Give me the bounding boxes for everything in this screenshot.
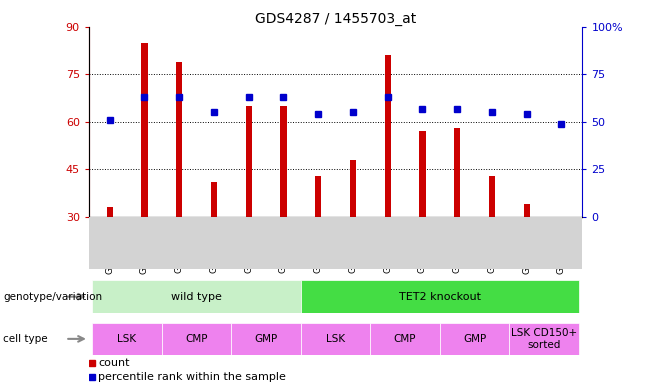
Bar bbox=[454, 128, 461, 217]
Bar bbox=[211, 182, 217, 217]
Text: LSK CD150+
sorted: LSK CD150+ sorted bbox=[511, 328, 577, 350]
Text: CMP: CMP bbox=[186, 334, 208, 344]
Bar bbox=[92, 323, 162, 355]
Bar bbox=[315, 176, 321, 217]
Text: GDS4287 / 1455703_at: GDS4287 / 1455703_at bbox=[255, 12, 417, 25]
Bar bbox=[141, 43, 147, 217]
Bar bbox=[301, 280, 579, 313]
Bar bbox=[176, 62, 182, 217]
Text: GSM686830: GSM686830 bbox=[522, 218, 531, 273]
Bar bbox=[509, 323, 579, 355]
Bar bbox=[419, 131, 426, 217]
Bar bbox=[489, 176, 495, 217]
Text: GSM686825: GSM686825 bbox=[418, 218, 427, 273]
Text: GSM686828: GSM686828 bbox=[453, 218, 462, 273]
Text: GSM686827: GSM686827 bbox=[279, 218, 288, 273]
Bar bbox=[301, 323, 370, 355]
Text: GSM686823: GSM686823 bbox=[209, 218, 218, 273]
Text: GMP: GMP bbox=[255, 334, 278, 344]
Bar bbox=[350, 160, 356, 217]
Bar bbox=[440, 323, 509, 355]
Text: GSM686824: GSM686824 bbox=[383, 218, 392, 273]
Bar bbox=[162, 323, 232, 355]
Bar bbox=[384, 55, 391, 217]
Bar bbox=[280, 106, 287, 217]
Text: GSM686826: GSM686826 bbox=[244, 218, 253, 273]
Text: genotype/variation: genotype/variation bbox=[3, 291, 103, 302]
Bar bbox=[92, 280, 301, 313]
Text: GSM686821: GSM686821 bbox=[349, 218, 357, 273]
Text: GSM686820: GSM686820 bbox=[314, 218, 322, 273]
Text: GSM686819: GSM686819 bbox=[140, 218, 149, 273]
Text: percentile rank within the sample: percentile rank within the sample bbox=[98, 372, 286, 382]
Text: cell type: cell type bbox=[3, 334, 48, 344]
Bar bbox=[245, 106, 252, 217]
Text: GSM686818: GSM686818 bbox=[105, 218, 114, 273]
Text: GSM686822: GSM686822 bbox=[174, 218, 184, 273]
Text: TET2 knockout: TET2 knockout bbox=[399, 291, 481, 302]
Bar bbox=[232, 323, 301, 355]
Text: LSK: LSK bbox=[118, 334, 137, 344]
Text: count: count bbox=[98, 358, 130, 368]
Text: CMP: CMP bbox=[394, 334, 417, 344]
Text: wild type: wild type bbox=[171, 291, 222, 302]
Text: GSM686831: GSM686831 bbox=[557, 218, 566, 273]
Bar bbox=[524, 204, 530, 217]
Text: LSK: LSK bbox=[326, 334, 345, 344]
Bar bbox=[370, 323, 440, 355]
Bar bbox=[107, 207, 113, 217]
Text: GMP: GMP bbox=[463, 334, 486, 344]
Text: GSM686829: GSM686829 bbox=[488, 218, 497, 273]
